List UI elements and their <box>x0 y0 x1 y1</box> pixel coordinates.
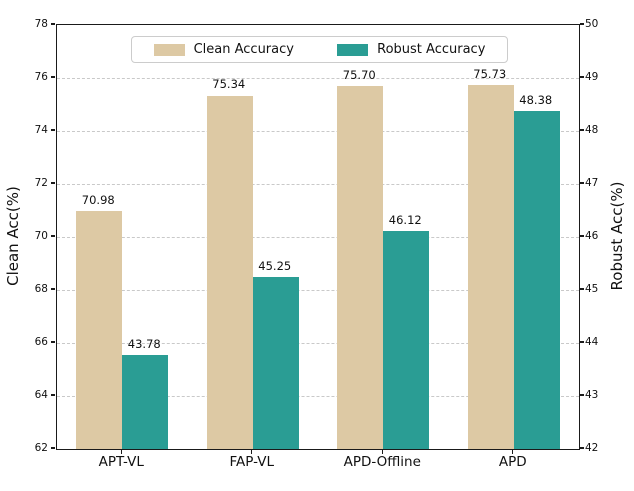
left-tick-mark <box>51 288 55 290</box>
right-tick-label: 44 <box>585 336 599 348</box>
robust-accuracy-value-label: 45.25 <box>258 258 292 273</box>
robust-accuracy-bar <box>252 276 299 449</box>
gridline <box>57 131 579 132</box>
gridline <box>57 290 579 291</box>
x-tick-mark <box>120 450 122 454</box>
right-tick-label: 46 <box>585 230 599 242</box>
robust-accuracy-bar <box>383 230 430 449</box>
x-tick-mark <box>381 450 383 454</box>
right-tick-mark <box>579 235 584 237</box>
category-label: APT-VL <box>98 454 144 470</box>
clean-accuracy-bar <box>206 95 253 449</box>
right-tick-label: 48 <box>585 124 599 136</box>
gridline <box>57 343 579 344</box>
gridline <box>57 396 579 397</box>
left-tick-label: 70 <box>34 230 48 242</box>
left-tick-mark <box>51 447 55 449</box>
left-tick-mark <box>51 129 55 131</box>
left-tick-mark <box>51 341 55 343</box>
robust-accuracy-value-label: 43.78 <box>127 336 161 351</box>
left-tick-label: 76 <box>34 71 48 83</box>
left-tick-label: 74 <box>34 124 48 136</box>
left-tick-mark <box>51 23 55 25</box>
category-label: APD-Offline <box>343 454 421 470</box>
legend: Clean Accuracy Robust Accuracy <box>131 36 508 63</box>
right-tick-mark <box>579 23 584 25</box>
legend-swatch <box>153 43 185 56</box>
robust-accuracy-bar <box>513 110 560 449</box>
clean-accuracy-value-label: 70.98 <box>81 193 115 208</box>
left-tick-label: 68 <box>34 283 48 295</box>
clean-accuracy-bar <box>337 85 384 449</box>
right-tick-label: 47 <box>585 177 599 189</box>
right-tick-mark <box>579 76 584 78</box>
y-axis-left-label: Clean Acc(%) <box>4 186 22 286</box>
left-tick-mark <box>51 235 55 237</box>
x-tick-mark <box>251 450 253 454</box>
clean-accuracy-value-label: 75.34 <box>212 77 246 92</box>
clean-accuracy-value-label: 75.70 <box>342 67 376 82</box>
left-tick-mark <box>51 394 55 396</box>
legend-label: Robust Accuracy <box>377 42 486 57</box>
y-axis-right-label: Robust Acc(%) <box>608 181 626 291</box>
right-tick-label: 43 <box>585 389 599 401</box>
legend-item: Robust Accuracy <box>337 42 485 57</box>
right-tick-mark <box>579 447 584 449</box>
gridline <box>57 237 579 238</box>
gridline <box>57 184 579 185</box>
clean-accuracy-bar <box>76 211 123 449</box>
category-label: FAP-VL <box>229 454 274 470</box>
x-tick-mark <box>512 450 514 454</box>
left-tick-label: 64 <box>34 389 48 401</box>
legend-item: Clean Accuracy <box>153 42 294 57</box>
clean-accuracy-bar <box>467 85 514 449</box>
legend-swatch <box>337 43 369 56</box>
clean-accuracy-value-label: 75.73 <box>473 67 507 82</box>
left-tick-mark <box>51 76 55 78</box>
robust-accuracy-value-label: 48.38 <box>519 92 553 107</box>
right-tick-label: 50 <box>585 18 599 30</box>
right-tick-mark <box>579 129 584 131</box>
left-tick-label: 72 <box>34 177 48 189</box>
robust-accuracy-value-label: 46.12 <box>388 212 422 227</box>
category-label: APD <box>498 454 527 470</box>
right-tick-mark <box>579 394 584 396</box>
left-tick-label: 78 <box>34 18 48 30</box>
right-tick-label: 45 <box>585 283 599 295</box>
left-tick-label: 66 <box>34 336 48 348</box>
right-tick-label: 42 <box>585 442 599 454</box>
right-tick-mark <box>579 341 584 343</box>
robust-accuracy-bar <box>122 354 169 449</box>
right-tick-label: 49 <box>585 71 599 83</box>
legend-label: Clean Accuracy <box>193 42 294 57</box>
gridline <box>57 78 579 79</box>
right-tick-mark <box>579 182 584 184</box>
left-tick-mark <box>51 182 55 184</box>
right-tick-mark <box>579 288 584 290</box>
plot-area <box>56 24 580 450</box>
left-tick-label: 62 <box>34 442 48 454</box>
